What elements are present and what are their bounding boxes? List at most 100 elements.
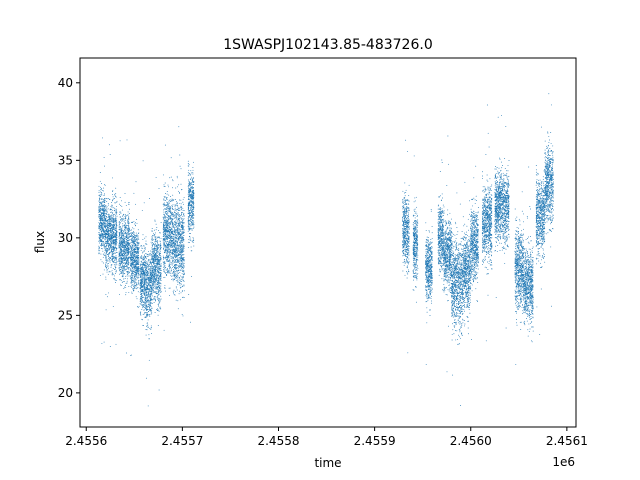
data-point <box>155 274 156 275</box>
data-point <box>122 240 123 241</box>
data-point <box>108 263 109 264</box>
data-point <box>170 217 171 218</box>
data-point <box>128 229 129 230</box>
data-point <box>141 298 142 299</box>
data-point <box>108 231 109 232</box>
data-point <box>152 279 153 280</box>
data-point <box>168 257 169 258</box>
data-point <box>111 244 112 245</box>
data-point <box>126 248 127 249</box>
data-point <box>141 267 142 268</box>
data-point <box>136 276 137 277</box>
data-point <box>108 229 109 230</box>
data-point <box>101 204 102 205</box>
data-point <box>130 278 131 279</box>
data-point <box>133 240 134 241</box>
data-point <box>167 232 168 233</box>
data-point <box>152 266 153 267</box>
data-point <box>165 257 166 258</box>
data-point <box>135 285 136 286</box>
data-point <box>121 267 122 268</box>
data-point <box>134 243 135 244</box>
data-point <box>104 231 105 232</box>
data-point <box>124 262 125 263</box>
data-point <box>120 279 121 280</box>
data-point <box>160 275 161 276</box>
data-point <box>157 267 158 268</box>
data-point <box>139 270 140 271</box>
data-point <box>163 224 164 225</box>
data-point <box>154 269 155 270</box>
data-point <box>106 214 107 215</box>
data-point <box>158 315 159 316</box>
data-point <box>152 295 153 296</box>
data-point <box>171 270 172 271</box>
data-point <box>113 227 114 228</box>
data-point <box>132 236 133 237</box>
data-point <box>115 223 116 224</box>
data-point <box>147 254 148 255</box>
data-point <box>114 239 115 240</box>
data-point <box>105 200 106 201</box>
data-point <box>137 248 138 249</box>
data-point <box>134 277 135 278</box>
data-point <box>136 259 137 260</box>
data-point <box>129 276 130 277</box>
data-point <box>120 232 121 233</box>
data-point <box>163 259 164 260</box>
data-point <box>113 248 114 249</box>
data-point <box>108 219 109 220</box>
data-point <box>152 249 153 250</box>
data-point <box>130 265 131 266</box>
data-point <box>104 217 105 218</box>
data-point <box>112 274 113 275</box>
data-point <box>98 201 99 202</box>
data-point <box>138 237 139 238</box>
data-point <box>151 314 152 315</box>
data-point <box>165 183 166 184</box>
data-point <box>128 252 129 253</box>
data-point <box>170 261 171 262</box>
data-point <box>120 248 121 249</box>
data-point <box>108 292 109 293</box>
data-point <box>127 232 128 233</box>
data-point <box>138 273 139 274</box>
data-point <box>102 217 103 218</box>
data-point <box>113 240 114 241</box>
data-point <box>114 244 115 245</box>
data-point <box>112 207 113 208</box>
data-point <box>111 227 112 228</box>
data-point <box>119 232 120 233</box>
data-point <box>131 247 132 248</box>
data-point <box>140 274 141 275</box>
data-point <box>132 270 133 271</box>
data-point <box>113 251 114 252</box>
data-point <box>155 250 156 251</box>
data-point <box>152 272 153 273</box>
data-point <box>119 214 120 215</box>
data-point <box>171 218 172 219</box>
data-point <box>105 218 106 219</box>
data-point <box>156 246 157 247</box>
data-point <box>113 274 114 275</box>
data-point <box>159 254 160 255</box>
data-point <box>135 272 136 273</box>
data-point <box>149 253 150 254</box>
data-point <box>130 239 131 240</box>
data-point <box>120 253 121 254</box>
data-point <box>152 239 153 240</box>
data-point <box>110 226 111 227</box>
data-point <box>148 277 149 278</box>
data-point <box>116 250 117 251</box>
data-point <box>167 252 168 253</box>
data-point <box>104 195 105 196</box>
data-point <box>119 268 120 269</box>
data-point <box>111 248 112 249</box>
data-point <box>140 294 141 295</box>
data-point <box>112 233 113 234</box>
data-point <box>100 218 101 219</box>
data-point <box>169 268 170 269</box>
data-point <box>119 204 120 205</box>
data-point <box>135 235 136 236</box>
data-point <box>150 279 151 280</box>
